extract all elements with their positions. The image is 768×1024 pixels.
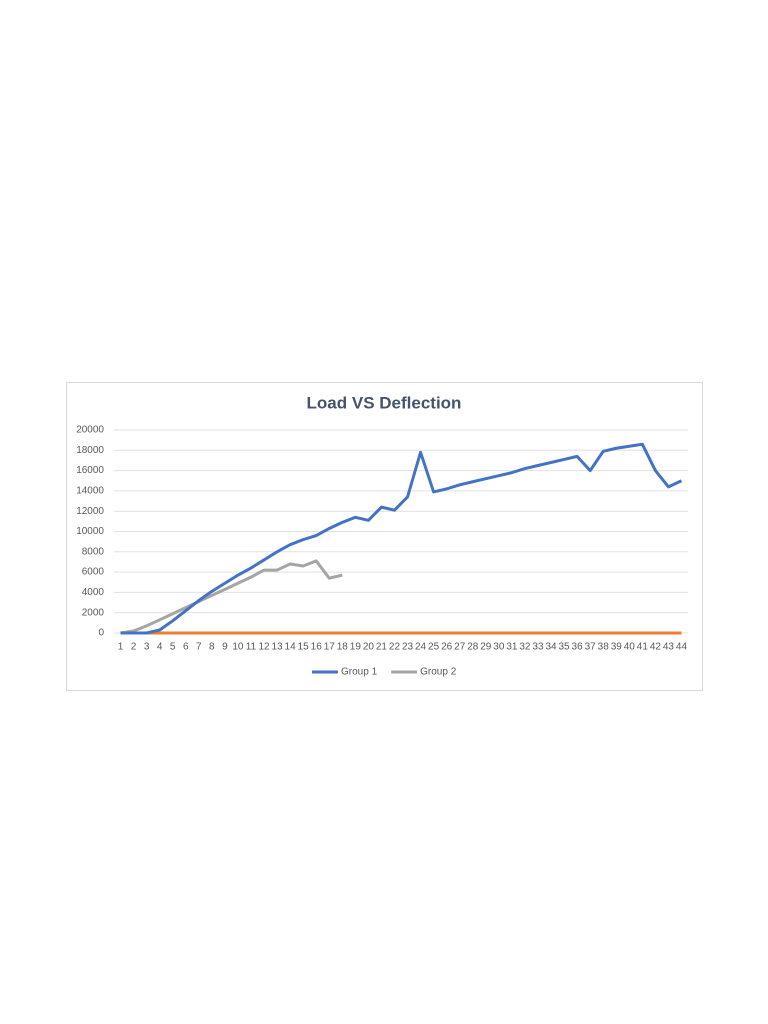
x-tick-label: 27 bbox=[454, 642, 466, 653]
x-tick-label: 42 bbox=[650, 642, 662, 653]
chart-frame bbox=[66, 382, 703, 691]
x-tick-label: 17 bbox=[324, 642, 336, 653]
series-line bbox=[120, 559, 343, 635]
y-tick-label: 6000 bbox=[82, 567, 105, 578]
x-tick-label: 38 bbox=[598, 642, 610, 653]
legend-label: Group 2 bbox=[420, 667, 457, 678]
x-tick-label: 15 bbox=[298, 642, 310, 653]
x-tick-label: 24 bbox=[415, 642, 427, 653]
y-tick-label: 4000 bbox=[82, 587, 105, 598]
x-tick-label: 11 bbox=[246, 642, 257, 653]
chart-title: Load VS Deflection bbox=[307, 393, 462, 412]
x-tick-label: 2 bbox=[131, 642, 137, 653]
series-line bbox=[120, 442, 683, 635]
x-tick-label: 22 bbox=[389, 642, 401, 653]
x-tick-label: 34 bbox=[545, 642, 557, 653]
x-tick-label: 5 bbox=[170, 642, 176, 653]
y-tick-label: 16000 bbox=[76, 465, 104, 476]
x-tick-label: 9 bbox=[222, 642, 228, 653]
x-tick-label: 4 bbox=[157, 642, 163, 653]
x-tick-label: 19 bbox=[350, 642, 362, 653]
x-tick-label: 3 bbox=[144, 642, 150, 653]
x-tick-label: 13 bbox=[272, 642, 284, 653]
y-tick-label: 20000 bbox=[76, 425, 104, 436]
legend-label: Group 1 bbox=[341, 667, 378, 678]
x-tick-label: 40 bbox=[624, 642, 636, 653]
x-tick-label: 21 bbox=[376, 642, 388, 653]
y-tick-label: 0 bbox=[98, 628, 104, 639]
x-tick-label: 43 bbox=[663, 642, 675, 653]
x-tick-label: 26 bbox=[441, 642, 453, 653]
x-tick-label: 10 bbox=[232, 642, 244, 653]
y-tick-label: 18000 bbox=[76, 445, 104, 456]
x-tick-label: 7 bbox=[196, 642, 202, 653]
y-tick-label: 12000 bbox=[76, 506, 104, 517]
x-tick-label: 33 bbox=[532, 642, 544, 653]
x-tick-label: 36 bbox=[572, 642, 584, 653]
x-tick-label: 41 bbox=[637, 642, 649, 653]
x-tick-label: 8 bbox=[209, 642, 215, 653]
x-tick-label: 29 bbox=[480, 642, 492, 653]
x-tick-label: 28 bbox=[467, 642, 479, 653]
x-tick-label: 25 bbox=[428, 642, 440, 653]
x-tick-label: 39 bbox=[611, 642, 623, 653]
y-tick-label: 2000 bbox=[82, 607, 105, 618]
x-tick-label: 30 bbox=[493, 642, 505, 653]
y-tick-label: 10000 bbox=[76, 526, 104, 537]
x-tick-label: 14 bbox=[285, 642, 297, 653]
x-tick-label: 20 bbox=[363, 642, 375, 653]
x-tick-label: 6 bbox=[183, 642, 189, 653]
x-tick-label: 12 bbox=[258, 642, 270, 653]
y-tick-label: 14000 bbox=[76, 486, 104, 497]
x-tick-label: 35 bbox=[559, 642, 571, 653]
x-tick-label: 16 bbox=[311, 642, 323, 653]
x-tick-label: 1 bbox=[118, 642, 124, 653]
x-tick-label: 23 bbox=[402, 642, 414, 653]
x-tick-label: 32 bbox=[519, 642, 531, 653]
x-tick-label: 18 bbox=[337, 642, 349, 653]
x-tick-label: 37 bbox=[585, 642, 597, 653]
x-tick-label: 31 bbox=[506, 642, 518, 653]
x-tick-label: 44 bbox=[676, 642, 688, 653]
y-tick-label: 8000 bbox=[82, 546, 105, 557]
